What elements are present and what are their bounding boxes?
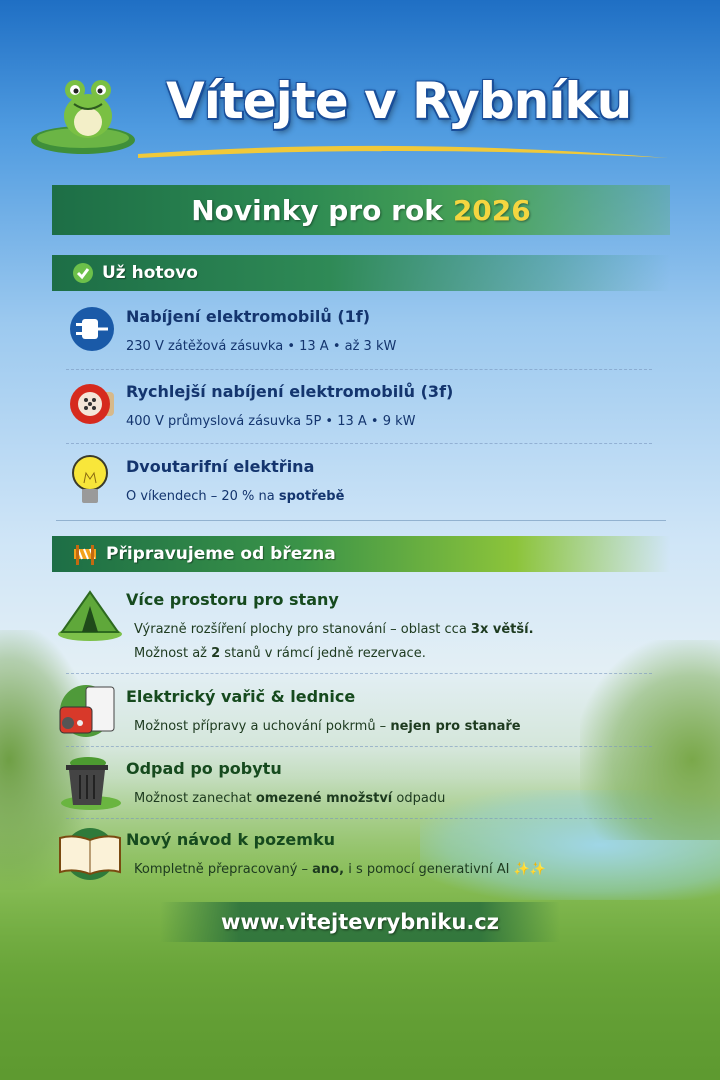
gold-swoosh	[138, 145, 668, 158]
desc-bold: ano,	[312, 862, 345, 877]
section-upcoming-heading: Připravujeme od března	[52, 536, 670, 572]
desc-bold: omezené množství	[255, 791, 393, 806]
item-desc: Možnost zanechat omezené množství odpadu	[134, 787, 445, 811]
desc-bold: nejen pro stanaře	[390, 719, 521, 734]
divider	[66, 746, 652, 747]
desc-part: odpadu	[392, 791, 446, 806]
divider	[66, 369, 652, 370]
section-divider	[56, 520, 666, 521]
item-desc: O víkendech – 20 % na spotřebě	[126, 485, 344, 509]
trash-bin-icon	[61, 757, 121, 810]
divider	[66, 818, 652, 819]
desc-part: Výrazně rozšíření plochy pro stanování –…	[134, 622, 471, 637]
news-banner: Novinky pro rok 2026	[52, 185, 670, 235]
section-title: Připravujeme od března	[106, 544, 336, 564]
item-title: Rychlejší nabíjení elektromobilů (3f)	[126, 382, 454, 401]
tent-icon	[58, 590, 122, 641]
item-desc: Možnost přípravy a uchování pokrmů – nej…	[134, 715, 521, 739]
industrial-socket-icon	[70, 384, 114, 424]
item-title: Nabíjení elektromobilů (1f)	[126, 307, 371, 326]
desc-part: Kompletně přepracovaný –	[134, 862, 313, 877]
item-title: Odpad po pobytu	[126, 759, 282, 778]
banner-year: 2026	[452, 193, 531, 227]
page-title: Vítejte v Rybníku	[166, 72, 632, 130]
ev-plug-icon	[70, 307, 114, 351]
item-desc: 230 V zátěžová zásuvka • 13 A • až 3 kW	[126, 339, 397, 354]
desc-part: Možnost zanechat	[134, 791, 256, 806]
item-desc: Výrazně rozšíření plochy pro stanování –…	[134, 618, 534, 666]
website-link[interactable]: www.vitejtevrybniku.cz	[160, 902, 560, 942]
header: Vítejte v Rybníku	[28, 62, 668, 162]
frog-logo	[31, 80, 135, 154]
trees-right	[580, 640, 720, 840]
desc-part: stanů v rámcí jedně rezervace.	[220, 646, 426, 661]
sparkles-icon: ✨✨	[513, 862, 546, 877]
desc-bold: 2	[211, 646, 221, 661]
item-desc: Kompletně přepracovaný – ano, i s pomocí…	[134, 858, 546, 882]
item-title: Elektrický vařič & lednice	[126, 687, 356, 706]
light-bulb-icon	[72, 455, 108, 503]
divider	[66, 673, 652, 674]
construction-barrier-icon	[72, 543, 98, 565]
stove-fridge-icon	[59, 685, 115, 737]
check-icon	[72, 262, 94, 284]
desc-part: Možnost až	[134, 646, 212, 661]
desc-bold: 3x větší.	[470, 622, 534, 637]
item-title: Více prostoru pro stany	[126, 590, 339, 609]
book-icon	[59, 828, 121, 880]
section-title: Už hotovo	[102, 263, 198, 283]
banner-text: Novinky pro rok	[191, 193, 443, 227]
desc-part: Možnost přípravy a uchování pokrmů –	[134, 719, 391, 734]
desc-part: i s pomocí generativní AI	[344, 862, 514, 877]
item-desc: 400 V průmyslová zásuvka 5P • 13 A • 9 k…	[126, 414, 416, 429]
divider	[66, 443, 652, 444]
item-title: Nový návod k pozemku	[126, 830, 335, 849]
desc-bold: spotřebě	[278, 489, 345, 504]
section-done-heading: Už hotovo	[52, 255, 670, 291]
desc-part: O víkendech – 20 % na	[126, 489, 279, 504]
item-title: Dvoutarifní elektřina	[126, 457, 315, 476]
